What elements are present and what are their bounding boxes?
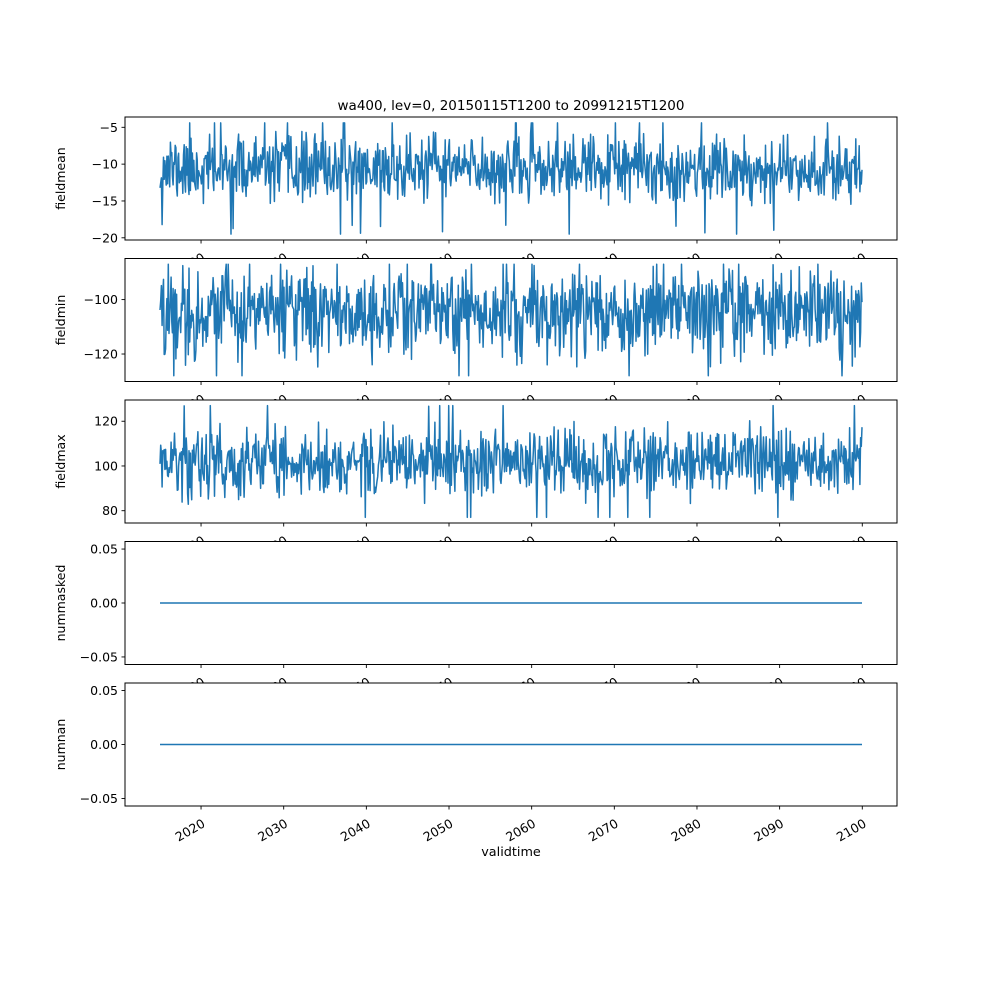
y-tick-label: −5 bbox=[100, 120, 118, 135]
fieldmax-line bbox=[159, 404, 863, 519]
y-tick-label: −0.05 bbox=[80, 791, 118, 806]
y-tick-label: −10 bbox=[92, 157, 118, 172]
subplots-group: 2020 2030 2040 2050 2060 2070 2080 2090 2100 −5 −1… bbox=[53, 116, 898, 845]
y-axis-label: fieldmax bbox=[53, 434, 68, 488]
x-tick-label: 2020 bbox=[172, 816, 207, 845]
y-tick-label: −0.05 bbox=[80, 649, 118, 664]
x-tick-label: 2060 bbox=[503, 816, 538, 845]
y-tick-label: 0.00 bbox=[90, 596, 118, 611]
x-tick-label: 2080 bbox=[668, 816, 703, 845]
y-tick-label: −20 bbox=[92, 230, 118, 245]
subplot-fieldmax: 2020203020402050206020702080209021001201… bbox=[53, 399, 898, 562]
x-tick-label: 2030 bbox=[255, 816, 290, 845]
axes-spines bbox=[124, 399, 898, 524]
y-tick-label: 120 bbox=[94, 414, 118, 429]
y-axis-label: nummasked bbox=[53, 565, 68, 642]
y-tick-label: 0.00 bbox=[90, 737, 118, 752]
figure-title: wa400, lev=0, 20150115T1200 to 20991215T… bbox=[338, 98, 685, 114]
fieldmean-line bbox=[159, 122, 863, 235]
y-tick-label: −15 bbox=[92, 193, 118, 208]
y-tick-label: 0.05 bbox=[90, 683, 118, 698]
y-axis-label: fieldmean bbox=[53, 147, 68, 209]
fieldmin-line bbox=[159, 263, 863, 377]
subplot-fieldmin: 202020302040205020602070208020902100−100… bbox=[53, 258, 898, 420]
x-axis-label: validtime bbox=[481, 845, 541, 860]
x-tick-label: 2040 bbox=[338, 816, 373, 845]
subplot-numnan: 2020 2030 2040 2050 2060 2070 2080 2090 2100 0.05… bbox=[53, 682, 898, 845]
y-tick-label: 0.05 bbox=[90, 542, 118, 557]
y-tick-label: 100 bbox=[94, 458, 118, 473]
x-tick-label: 2050 bbox=[420, 816, 455, 845]
axes-spines bbox=[124, 682, 898, 807]
axes-spines bbox=[124, 258, 898, 382]
y-axis-label: numnan bbox=[53, 719, 68, 771]
x-tick-label: 2070 bbox=[586, 816, 621, 845]
y-tick-label: 80 bbox=[102, 503, 118, 518]
subplot-fieldmean: 202020302040205020602070208020902100−5−1… bbox=[53, 116, 898, 279]
axes-spines bbox=[124, 116, 898, 241]
x-tick-label: 2090 bbox=[751, 816, 786, 845]
y-axis-label: fieldmin bbox=[53, 295, 68, 346]
y-tick-label: −120 bbox=[84, 347, 118, 362]
y-tick-label: −100 bbox=[84, 292, 118, 307]
x-tick-label: 2100 bbox=[834, 816, 869, 845]
axes-spines bbox=[124, 541, 898, 665]
subplot-nummasked: 2020203020402050206020702080209021000.05… bbox=[53, 541, 898, 703]
